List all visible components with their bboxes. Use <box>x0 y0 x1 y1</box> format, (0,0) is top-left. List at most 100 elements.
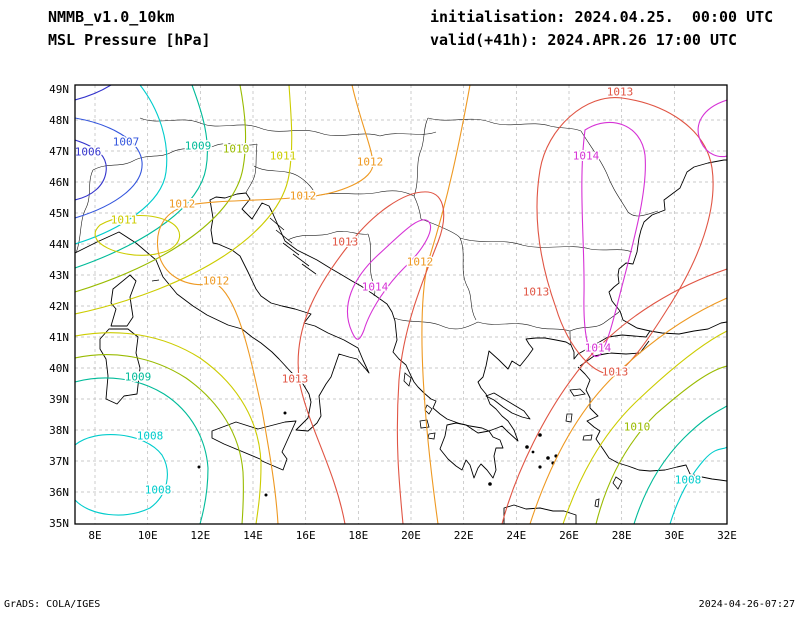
malta-island-dot <box>264 493 268 497</box>
contour-label: 1013 <box>602 366 629 379</box>
isobar-1012 <box>156 85 374 524</box>
isobar-1014 <box>581 121 646 357</box>
lat-tick-label: 37N <box>49 455 69 468</box>
isobar-1013 <box>501 268 727 524</box>
lon-tick-label: 12E <box>190 529 210 542</box>
isobar-1010 <box>75 354 244 524</box>
contour-label: 1010 <box>624 421 651 434</box>
contour-label: 1012 <box>290 190 317 203</box>
isobar-1014 <box>697 99 727 158</box>
lon-tick-label: 8E <box>88 529 101 542</box>
contour-label: 1008 <box>145 484 172 497</box>
europe-mainland-coast <box>75 159 727 442</box>
grads-credit: GrADS: COLA/IGES <box>4 599 101 610</box>
contour-label: 1012 <box>407 256 434 269</box>
sicily-island <box>211 420 297 471</box>
turkey-north-coast <box>649 321 727 335</box>
lon-tick-label: 18E <box>348 529 368 542</box>
zakynthos-island <box>427 432 436 440</box>
isobar-1008 <box>75 85 168 245</box>
chios-island <box>565 413 573 423</box>
lat-tick-label: 42N <box>49 300 69 313</box>
isobar-1013 <box>536 97 714 375</box>
lat-tick-label: 45N <box>49 207 69 220</box>
contour-label: 1008 <box>137 430 164 443</box>
isobar-1006 <box>75 139 107 201</box>
contour-label: 1013 <box>332 236 359 249</box>
isobar-1010 <box>595 365 727 524</box>
isobar-1009 <box>75 85 208 269</box>
turkey-aegean-coast <box>577 366 727 482</box>
valid-time-label: valid(+41h): 2024.APR.26 17:00 UTC <box>430 31 738 49</box>
contour-label: 1014 <box>573 150 600 163</box>
lat-tick-label: 44N <box>49 238 69 251</box>
lon-tick-label: 26E <box>559 529 579 542</box>
country-borders <box>75 117 659 346</box>
isobar-1014 <box>347 219 431 340</box>
isobar-1009 <box>633 405 727 524</box>
lon-tick-label: 10E <box>138 529 158 542</box>
isobar-1007 <box>75 117 143 219</box>
isobar-1011 <box>562 330 727 524</box>
lat-lon-grid <box>75 85 727 524</box>
lat-tick-label: 40N <box>49 362 69 375</box>
lat-tick-label: 48N <box>49 114 69 127</box>
lon-tick-label: 30E <box>664 529 684 542</box>
lon-tick-label: 28E <box>612 529 632 542</box>
lon-tick-label: 16E <box>296 529 316 542</box>
lat-tick-label: 43N <box>49 269 69 282</box>
lon-tick-label: 32E <box>717 529 737 542</box>
lat-tick-label: 46N <box>49 176 69 189</box>
samos-island <box>582 434 593 441</box>
cyclades-island-dot <box>546 456 550 460</box>
pantelleria-island-dot <box>197 465 201 469</box>
isobar-1012 <box>421 85 471 524</box>
field-title: MSL Pressure [hPa] <box>48 31 211 49</box>
crete-island <box>503 504 577 524</box>
corsica-island <box>110 274 137 327</box>
lat-tick-label: 36N <box>49 486 69 499</box>
contour-label: 1014 <box>585 342 612 355</box>
lon-tick-label: 24E <box>506 529 526 542</box>
creation-timestamp: 2024-04-26-07:27 <box>698 599 795 610</box>
cyclades-island-dot <box>525 445 529 449</box>
isobar-1010 <box>75 85 247 293</box>
lat-tick-label: 49N <box>49 83 69 96</box>
contour-label: 1012 <box>169 198 196 211</box>
contour-label: 1013 <box>282 373 309 386</box>
lon-tick-label: 20E <box>401 529 421 542</box>
peloponnese-coast <box>439 422 504 479</box>
lat-tick-label: 38N <box>49 424 69 437</box>
model-title: NMMB_v1.0_10km <box>48 8 175 26</box>
rhodes-island <box>612 476 623 490</box>
cyclades-island-dot <box>538 465 542 469</box>
isobar-1011 <box>94 214 180 256</box>
isobar-1013 <box>297 191 445 524</box>
isobar-1011 <box>75 85 293 315</box>
contour-label: 1008 <box>675 474 702 487</box>
cyclades-island-dot <box>531 450 535 454</box>
croatian-islands <box>151 217 317 282</box>
cyclades-island-dot <box>538 433 542 437</box>
map-frame <box>74 84 728 525</box>
contour-label: 1010 <box>223 143 250 156</box>
contour-label: 1013 <box>607 86 634 99</box>
corfu-island <box>403 372 412 387</box>
lon-tick-label: 22E <box>454 529 474 542</box>
pressure-contours <box>75 85 727 524</box>
isobar-1012 <box>529 297 727 524</box>
lefkada-island <box>424 404 433 415</box>
contour-label: 1013 <box>523 286 550 299</box>
lat-tick-label: 39N <box>49 393 69 406</box>
contour-label: 1006 <box>75 146 102 159</box>
kefalonia-island <box>419 419 430 429</box>
coastlines <box>75 159 727 524</box>
contour-labels: 1006 1007 1009 1010 1011 1011 1012 1012 1012 1012… <box>75 85 703 498</box>
lon-tick-label: 14E <box>243 529 263 542</box>
isobar-1011 <box>75 332 262 524</box>
lat-tick-label: 41N <box>49 331 69 344</box>
axis-tick-labels: 49N 48N 47N 46N 45N 44N 43N 42N 41N 40N 39N 38N 37N 3… <box>49 83 737 542</box>
karpathos-island <box>594 498 600 508</box>
